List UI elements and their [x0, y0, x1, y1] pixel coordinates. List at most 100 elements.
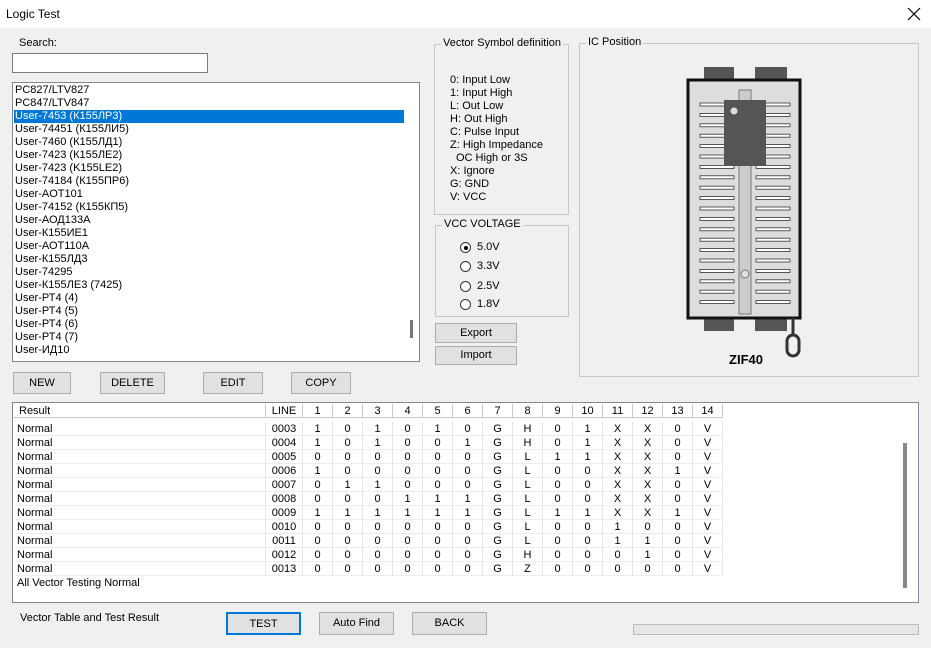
- table-cell: 0: [453, 464, 483, 478]
- table-cell: L: [513, 492, 543, 506]
- table-cell: 1: [303, 464, 333, 478]
- list-item[interactable]: User-РТ4 (7): [15, 331, 79, 343]
- socket-pin: [755, 196, 791, 201]
- window-title: Logic Test: [6, 7, 60, 21]
- group-title: VCC VOLTAGE: [442, 218, 523, 230]
- list-item[interactable]: User-7423 (К155ЛЕ2): [15, 149, 123, 161]
- list-item[interactable]: User-74152 (К155КП5): [15, 201, 129, 213]
- table-cell: 0: [453, 450, 483, 464]
- list-item[interactable]: User-AOT101: [15, 188, 83, 200]
- socket-pin: [699, 185, 735, 190]
- radio-label[interactable]: 2.5V: [477, 280, 500, 292]
- table-cell: 0: [363, 450, 393, 464]
- result-table: Result LINE 1 2 3 4 5 6 7 8 9 10 11 12 13 14 Normal 0003 1…: [12, 402, 919, 603]
- table-cell: 1: [393, 492, 423, 506]
- table-cell: 0: [303, 520, 333, 534]
- radio-label[interactable]: 3.3V: [477, 260, 500, 272]
- table-cell: X: [603, 478, 633, 492]
- list-item[interactable]: User-К155ИЕ1: [15, 227, 89, 239]
- column-header: 8: [513, 404, 543, 418]
- table-cell: Normal: [14, 492, 266, 506]
- radio-button[interactable]: [460, 261, 471, 272]
- radio-label[interactable]: 1.8V: [477, 298, 500, 310]
- table-cell: 1: [573, 506, 603, 520]
- table-cell: X: [603, 450, 633, 464]
- socket-pin: [699, 175, 735, 180]
- table-cell: G: [483, 562, 513, 576]
- table-cell: V: [693, 492, 723, 506]
- table-cell: 0008: [266, 492, 303, 506]
- table-cell: 0: [663, 422, 693, 436]
- list-item[interactable]: User-74451 (К155ЛИ5): [15, 123, 129, 135]
- edit-button[interactable]: EDIT: [203, 372, 263, 394]
- table-cell: G: [483, 422, 513, 436]
- list-item[interactable]: User-К155ЛД3: [15, 253, 88, 265]
- list-item[interactable]: User-7453 (К155ЛР3): [14, 110, 404, 123]
- list-item[interactable]: User-РТ4 (5): [15, 305, 79, 317]
- table-cell: V: [693, 506, 723, 520]
- table-cell: G: [483, 506, 513, 520]
- list-item[interactable]: PC827/LTV827: [15, 84, 90, 96]
- list-item[interactable]: User-К155ЛЕ3 (7425): [15, 279, 123, 291]
- list-item[interactable]: User-РТ4 (6): [15, 318, 79, 330]
- table-cell: X: [633, 478, 663, 492]
- table-cell: G: [483, 520, 513, 534]
- new-button[interactable]: NEW: [13, 372, 71, 394]
- table-cell: 0: [393, 548, 423, 562]
- test-button[interactable]: TEST: [226, 612, 301, 635]
- table-cell: 0: [303, 492, 333, 506]
- scrollbar-thumb[interactable]: [903, 443, 907, 588]
- column-header: 6: [453, 404, 483, 418]
- socket-label: ZIF40: [729, 352, 763, 367]
- copy-button[interactable]: COPY: [291, 372, 351, 394]
- table-cell: 0: [603, 548, 633, 562]
- list-item[interactable]: User-ИД10: [15, 344, 70, 356]
- list-item[interactable]: User-74295: [15, 266, 73, 278]
- table-cell: 0: [663, 548, 693, 562]
- column-header: LINE: [266, 404, 303, 418]
- table-cell: 0: [543, 478, 573, 492]
- list-item[interactable]: User-АОД133А: [15, 214, 91, 226]
- device-list[interactable]: PC827/LTV827 PC847/LTV847 User-7453 (К155Л…: [12, 82, 420, 362]
- table-cell: 0: [393, 422, 423, 436]
- radio-button[interactable]: [460, 299, 471, 310]
- column-header: 12: [633, 404, 663, 418]
- table-cell: V: [693, 520, 723, 534]
- radio-label[interactable]: 5.0V: [477, 241, 500, 253]
- table-cell: 1: [363, 422, 393, 436]
- list-item[interactable]: PC847/LTV847: [15, 97, 90, 109]
- back-button[interactable]: BACK: [412, 612, 487, 635]
- column-header: 1: [303, 404, 333, 418]
- export-button[interactable]: Export: [435, 323, 517, 343]
- table-cell: 1: [453, 506, 483, 520]
- table-cell: V: [693, 464, 723, 478]
- table-cell: 0: [333, 534, 363, 548]
- list-item[interactable]: User-АОТ110А: [15, 240, 90, 252]
- table-cell: 0: [543, 464, 573, 478]
- list-item[interactable]: User-7460 (К155ЛД1): [15, 136, 123, 148]
- scrollbar-thumb[interactable]: [410, 320, 413, 338]
- socket-pin: [699, 165, 735, 169]
- list-item[interactable]: User-РТ4 (4): [15, 292, 79, 304]
- table-cell: 1: [603, 534, 633, 548]
- list-item[interactable]: User-7423 (K155LE2): [15, 162, 123, 174]
- socket-pin: [755, 165, 791, 169]
- table-cell: 0: [363, 548, 393, 562]
- column-header: 3: [363, 404, 393, 418]
- table-cell: 0: [543, 436, 573, 450]
- delete-button[interactable]: DELETE: [100, 372, 165, 394]
- list-item[interactable]: User-74184 (К155ПР6): [15, 175, 129, 187]
- table-cell: L: [513, 464, 543, 478]
- table-cell: V: [693, 562, 723, 576]
- import-button[interactable]: Import: [435, 346, 517, 365]
- auto-find-button[interactable]: Auto Find: [319, 612, 394, 635]
- radio-button[interactable]: [460, 281, 471, 292]
- socket-pin: [755, 279, 791, 284]
- table-cell: L: [513, 534, 543, 548]
- table-cell: 0: [573, 464, 603, 478]
- close-button[interactable]: [907, 7, 921, 21]
- table-cell: G: [483, 534, 513, 548]
- search-input[interactable]: [12, 53, 208, 73]
- table-cell: Z: [513, 562, 543, 576]
- radio-button[interactable]: [460, 242, 471, 253]
